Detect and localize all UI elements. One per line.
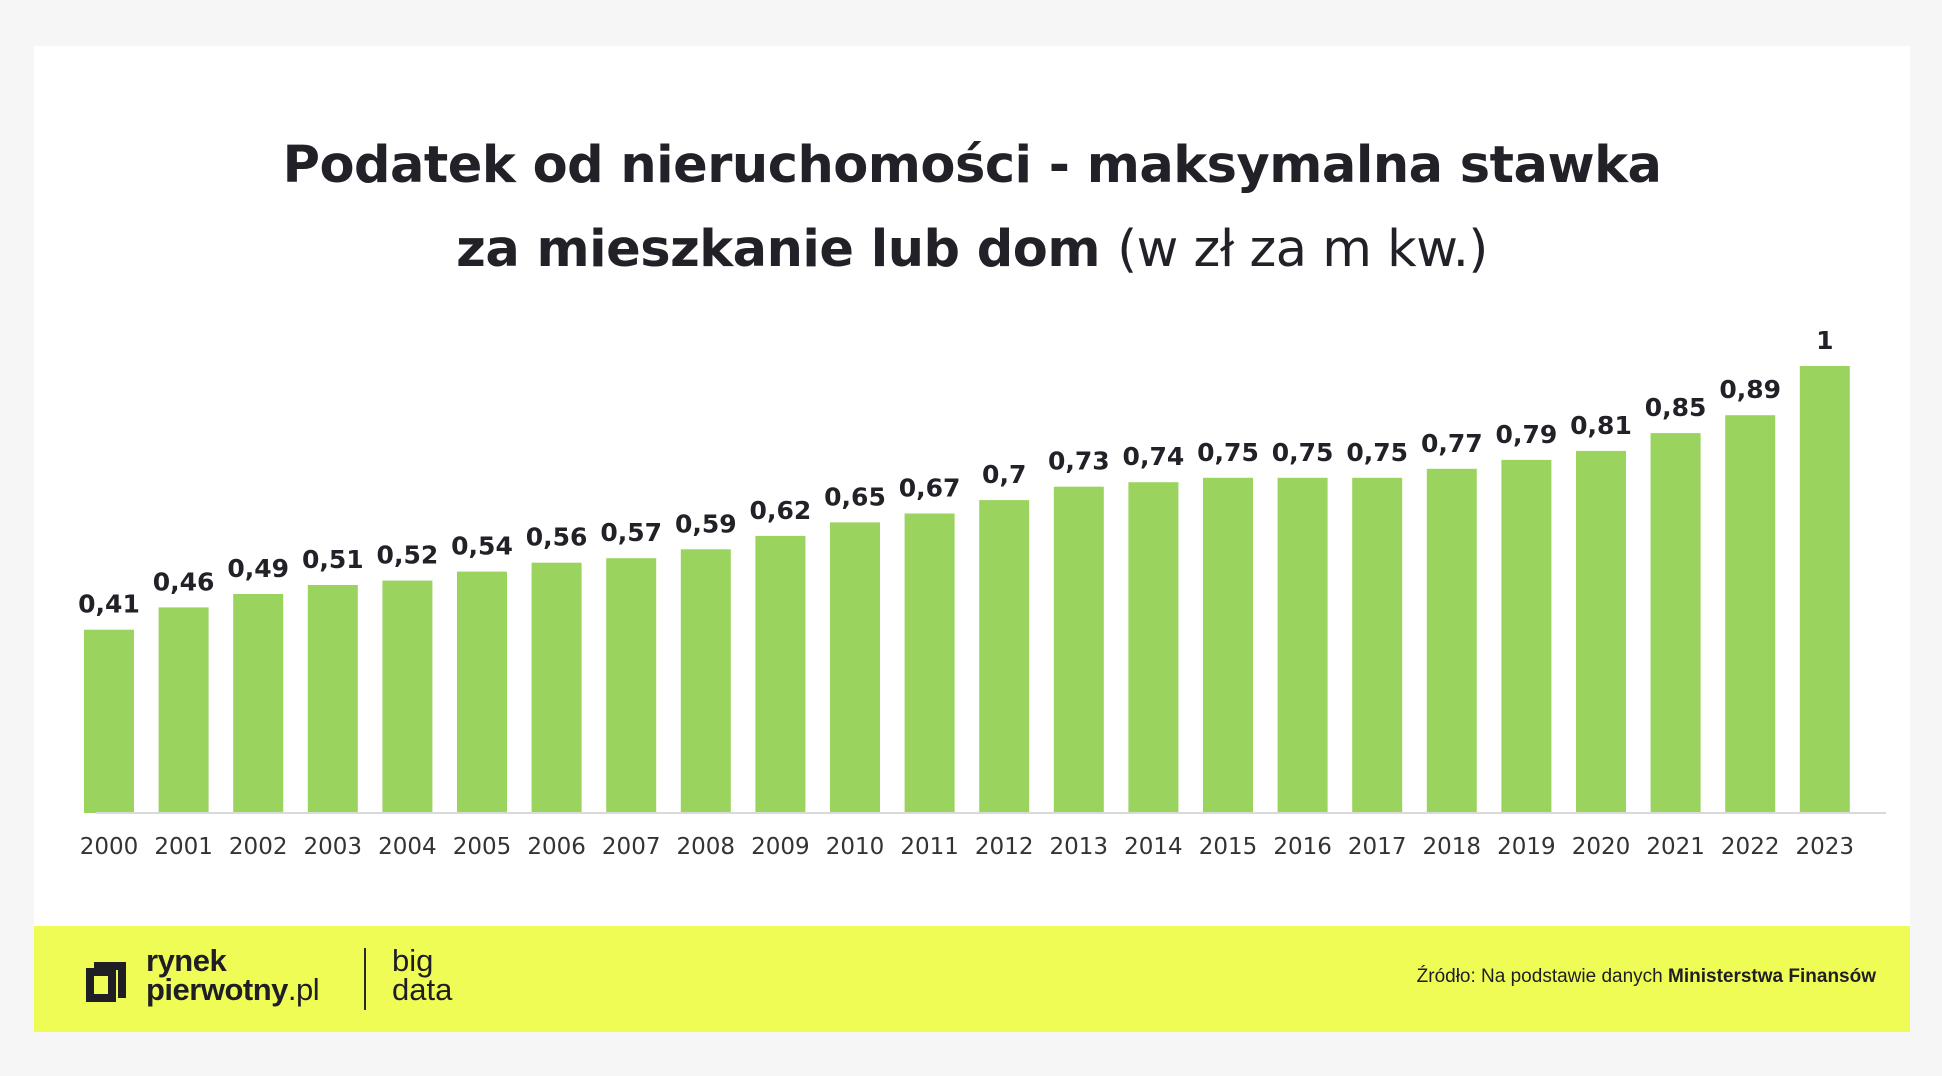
bar-2013 xyxy=(1053,486,1104,813)
value-label-2017: 0,75 xyxy=(1346,438,1408,467)
chart-title-unit: (w zł za m kw.) xyxy=(1117,220,1488,279)
chart-card: Podatek od nieruchomości - maksymalna st… xyxy=(34,46,1910,1032)
bar-chart: 0,41 0,46 0,49 0,51 0,52 0,54 0,56 0,57 0,59 0,62… xyxy=(78,326,1886,860)
value-label-2010: 0,65 xyxy=(824,482,886,511)
x-tick-label-2012: 2012 xyxy=(975,834,1034,860)
value-label-2000: 0,41 xyxy=(78,590,140,619)
value-label-2001: 0,46 xyxy=(153,567,215,596)
bar-2004 xyxy=(382,580,433,813)
chart-title: Podatek od nieruchomości - maksymalna st… xyxy=(34,124,1910,292)
value-label-2004: 0,52 xyxy=(377,541,439,570)
x-tick-label-2001: 2001 xyxy=(154,834,213,860)
x-tick-label-2023: 2023 xyxy=(1796,834,1855,860)
x-tick-label-2022: 2022 xyxy=(1721,834,1780,860)
bar-2015 xyxy=(1203,477,1253,814)
bar-2002 xyxy=(233,594,284,813)
bar-2005 xyxy=(457,571,507,813)
chart-title-line1: Podatek od nieruchomości - maksymalna st… xyxy=(282,136,1662,195)
value-label-2016: 0,75 xyxy=(1272,438,1334,467)
x-tick-label-2015: 2015 xyxy=(1199,834,1258,860)
source-note: Źródło: Na podstawie danych Ministerstwa… xyxy=(1417,966,1876,988)
logo-line2: pierwotny.pl xyxy=(146,972,320,1007)
logo-line2-main: pierwotny xyxy=(146,972,288,1007)
bar-2018 xyxy=(1426,468,1477,813)
x-tick-label-2021: 2021 xyxy=(1646,834,1705,860)
bigdata-line2: data xyxy=(392,972,453,1007)
value-label-2008: 0,59 xyxy=(675,509,737,538)
x-tick-label-2016: 2016 xyxy=(1273,834,1332,860)
bigdata-wordmark: big data xyxy=(392,943,453,1007)
x-tick-label-2010: 2010 xyxy=(826,834,885,860)
x-tick-label-2006: 2006 xyxy=(527,834,586,860)
value-label-2014: 0,74 xyxy=(1123,442,1185,471)
value-label-2021: 0,85 xyxy=(1645,393,1707,422)
value-label-2002: 0,49 xyxy=(227,554,289,583)
bar-2000 xyxy=(84,629,134,813)
value-label-2011: 0,67 xyxy=(899,474,961,503)
logo-divider xyxy=(364,948,366,1010)
value-labels-group: 0,41 0,46 0,49 0,51 0,52 0,54 0,56 0,57 0,59 0,62… xyxy=(78,326,1833,619)
value-label-2007: 0,57 xyxy=(600,518,662,547)
source-name: Ministerstwa Finansów xyxy=(1668,966,1876,987)
value-label-2023: 1 xyxy=(1816,326,1833,355)
bigdata-line1: big xyxy=(392,943,434,978)
bar-2001 xyxy=(158,607,209,813)
x-tick-label-2005: 2005 xyxy=(453,834,512,860)
rynek-pierwotny-logo-icon xyxy=(86,962,126,1002)
footer-bar: rynek pierwotny.pl big data Źródło: Na p… xyxy=(34,926,1910,1032)
bar-2016 xyxy=(1277,477,1328,814)
x-tick-label-2019: 2019 xyxy=(1497,834,1556,860)
bar-2022 xyxy=(1725,415,1776,813)
logo-line1: rynek xyxy=(146,943,227,978)
bar-2019 xyxy=(1501,459,1552,813)
x-tick-label-2009: 2009 xyxy=(751,834,810,860)
bar-2017 xyxy=(1352,477,1403,814)
x-axis-tick-labels: 2000 2001 2002 2003 2004 2005 2006 2007 2008 2009… xyxy=(80,834,1854,860)
x-tick-label-2007: 2007 xyxy=(602,834,661,860)
bar-2007 xyxy=(606,558,657,813)
x-tick-label-2004: 2004 xyxy=(378,834,437,860)
bar-2023 xyxy=(1799,366,1850,813)
value-label-2005: 0,54 xyxy=(451,532,513,561)
value-label-2019: 0,79 xyxy=(1496,420,1558,449)
logo-tld: .pl xyxy=(287,972,320,1007)
x-tick-label-2014: 2014 xyxy=(1124,834,1183,860)
bar-2012 xyxy=(979,500,1030,813)
value-label-2022: 0,89 xyxy=(1719,375,1781,404)
bar-2006 xyxy=(531,562,582,813)
bar-2020 xyxy=(1576,450,1626,813)
bar-2008 xyxy=(680,549,731,813)
value-label-2020: 0,81 xyxy=(1570,411,1632,440)
x-tick-label-2008: 2008 xyxy=(677,834,736,860)
bar-2010 xyxy=(830,522,880,813)
bars-group xyxy=(84,366,1850,814)
x-tick-label-2020: 2020 xyxy=(1572,834,1631,860)
value-label-2018: 0,77 xyxy=(1421,429,1483,458)
x-tick-label-2003: 2003 xyxy=(304,834,363,860)
value-label-2006: 0,56 xyxy=(526,523,588,552)
value-label-2012: 0,7 xyxy=(982,460,1026,489)
x-tick-label-2011: 2011 xyxy=(900,834,959,860)
logo-wordmark: rynek pierwotny.pl xyxy=(146,943,320,1007)
x-tick-label-2013: 2013 xyxy=(1050,834,1109,860)
x-tick-label-2017: 2017 xyxy=(1348,834,1407,860)
bar-2014 xyxy=(1128,482,1179,813)
bar-2011 xyxy=(904,513,955,813)
value-label-2003: 0,51 xyxy=(302,545,364,574)
value-label-2013: 0,73 xyxy=(1048,447,1110,476)
x-tick-label-2000: 2000 xyxy=(80,834,139,860)
value-label-2015: 0,75 xyxy=(1197,438,1259,467)
chart-title-line2-bold: za mieszkanie lub dom xyxy=(456,220,1100,279)
source-prefix: Źródło: Na podstawie danych xyxy=(1416,966,1663,987)
x-tick-label-2002: 2002 xyxy=(229,834,288,860)
value-label-2009: 0,62 xyxy=(750,496,812,525)
bar-2003 xyxy=(307,585,358,813)
chart-title-line2: za mieszkanie lub dom (w zł za m kw.) xyxy=(34,208,1910,292)
bar-2021 xyxy=(1650,433,1701,813)
x-tick-label-2018: 2018 xyxy=(1423,834,1482,860)
bar-2009 xyxy=(755,535,806,813)
